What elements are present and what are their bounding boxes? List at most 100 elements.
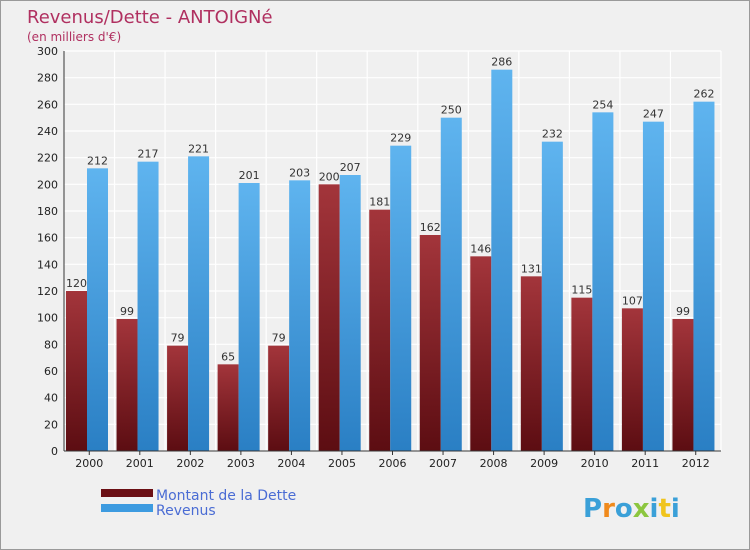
data-label: 131 — [521, 262, 542, 275]
bar-debt — [217, 364, 239, 451]
legend: Montant de la Dette Revenus — [101, 488, 296, 519]
data-label: 247 — [643, 108, 664, 121]
logo-letter: t — [658, 494, 670, 524]
bar-revenue — [693, 101, 715, 452]
x-tick-label: 2005 — [328, 457, 356, 470]
logo-letter: P — [583, 494, 602, 524]
bar-revenue — [390, 145, 412, 451]
x-tick-label: 2008 — [480, 457, 508, 470]
bar-revenue — [592, 112, 614, 451]
data-label: 221 — [188, 142, 209, 155]
x-tick-label: 2002 — [176, 457, 204, 470]
data-label: 99 — [120, 305, 134, 318]
proxiti-logo: Proxiti — [583, 494, 680, 524]
bar-debt — [470, 256, 492, 451]
logo-letter: o — [615, 494, 633, 524]
bar-debt — [520, 276, 542, 451]
x-tick-label: 2006 — [379, 457, 407, 470]
data-label: 207 — [340, 161, 361, 174]
legend-swatch-debt — [101, 489, 153, 497]
legend-swatch-revenue — [101, 504, 153, 512]
bar-debt — [571, 297, 593, 451]
bar-revenue — [238, 183, 260, 451]
legend-label-revenue: Revenus — [156, 503, 216, 519]
y-tick-label: 260 — [37, 98, 58, 111]
bar-debt — [66, 291, 87, 451]
data-label: 79 — [272, 332, 286, 345]
y-tick-label: 40 — [44, 392, 58, 405]
data-label: 262 — [693, 88, 714, 101]
y-tick-label: 240 — [37, 125, 58, 138]
bar-debt — [621, 308, 643, 451]
bar-debt — [419, 235, 441, 451]
data-label: 229 — [390, 132, 411, 145]
data-label: 146 — [470, 242, 491, 255]
bar-revenue — [339, 175, 361, 451]
x-tick-label: 2012 — [682, 457, 710, 470]
data-label: 203 — [289, 166, 310, 179]
data-label: 200 — [319, 170, 340, 183]
legend-label-debt: Montant de la Dette — [156, 488, 296, 504]
bar-revenue — [642, 121, 664, 452]
y-tick-label: 120 — [37, 285, 58, 298]
data-label: 115 — [571, 284, 592, 297]
axes: 0 20 40 60 80 100 120 140 160 180 200 220 240 260 280 3… — [37, 45, 721, 470]
y-tick-label: 0 — [51, 445, 58, 458]
data-label: 162 — [420, 221, 441, 234]
data-label: 107 — [622, 294, 643, 307]
data-label: 250 — [441, 104, 462, 117]
data-label: 201 — [239, 169, 260, 182]
x-tick-label: 2001 — [126, 457, 154, 470]
x-tick-label: 2011 — [631, 457, 659, 470]
x-tick-label: 2004 — [277, 457, 305, 470]
data-label: 232 — [542, 128, 563, 141]
bar-debt — [167, 345, 189, 451]
y-tick-label: 280 — [37, 72, 58, 85]
data-label: 99 — [676, 305, 690, 318]
y-tick-label: 220 — [37, 152, 58, 165]
data-label: 286 — [491, 56, 512, 69]
data-label: 79 — [171, 332, 185, 345]
x-tick-label: 2003 — [227, 457, 255, 470]
data-label: 217 — [138, 148, 159, 161]
x-tick-label: 2000 — [75, 457, 103, 470]
bar-debt — [369, 209, 391, 451]
bar-revenue — [188, 156, 210, 452]
bar-revenue — [491, 69, 513, 452]
y-tick-label: 100 — [37, 312, 58, 325]
y-tick-label: 200 — [37, 178, 58, 191]
logo-letter: i — [650, 494, 659, 524]
logo-letter: x — [633, 494, 650, 524]
data-label: 212 — [87, 154, 108, 167]
bar-revenue — [137, 161, 159, 451]
y-tick-label: 180 — [37, 205, 58, 218]
bar-debt — [116, 319, 138, 451]
logo-letter: r — [602, 494, 615, 524]
y-tick-label: 80 — [44, 338, 58, 351]
y-tick-label: 160 — [37, 232, 58, 245]
logo-letter: i — [671, 494, 680, 524]
bar-debt — [318, 184, 340, 452]
data-label: 254 — [592, 98, 613, 111]
x-tick-label: 2007 — [429, 457, 457, 470]
x-tick-label: 2010 — [581, 457, 609, 470]
x-tick-label: 2009 — [530, 457, 558, 470]
y-tick-label: 140 — [37, 258, 58, 271]
bar-revenue — [440, 117, 462, 452]
bar-revenue — [541, 141, 563, 451]
bar-revenue — [87, 168, 108, 452]
chart-subtitle: (en milliers d'€) — [27, 30, 121, 44]
bar-revenue — [289, 180, 311, 452]
y-tick-label: 60 — [44, 365, 58, 378]
data-label: 120 — [66, 277, 87, 290]
bar-debt — [268, 345, 290, 451]
y-tick-label: 300 — [37, 45, 58, 58]
y-tick-label: 20 — [44, 418, 58, 431]
chart-title: Revenus/Dette - ANTOIGNé — [27, 7, 273, 28]
data-label: 181 — [369, 196, 390, 209]
data-label: 65 — [221, 350, 235, 363]
bar-debt — [672, 319, 694, 451]
